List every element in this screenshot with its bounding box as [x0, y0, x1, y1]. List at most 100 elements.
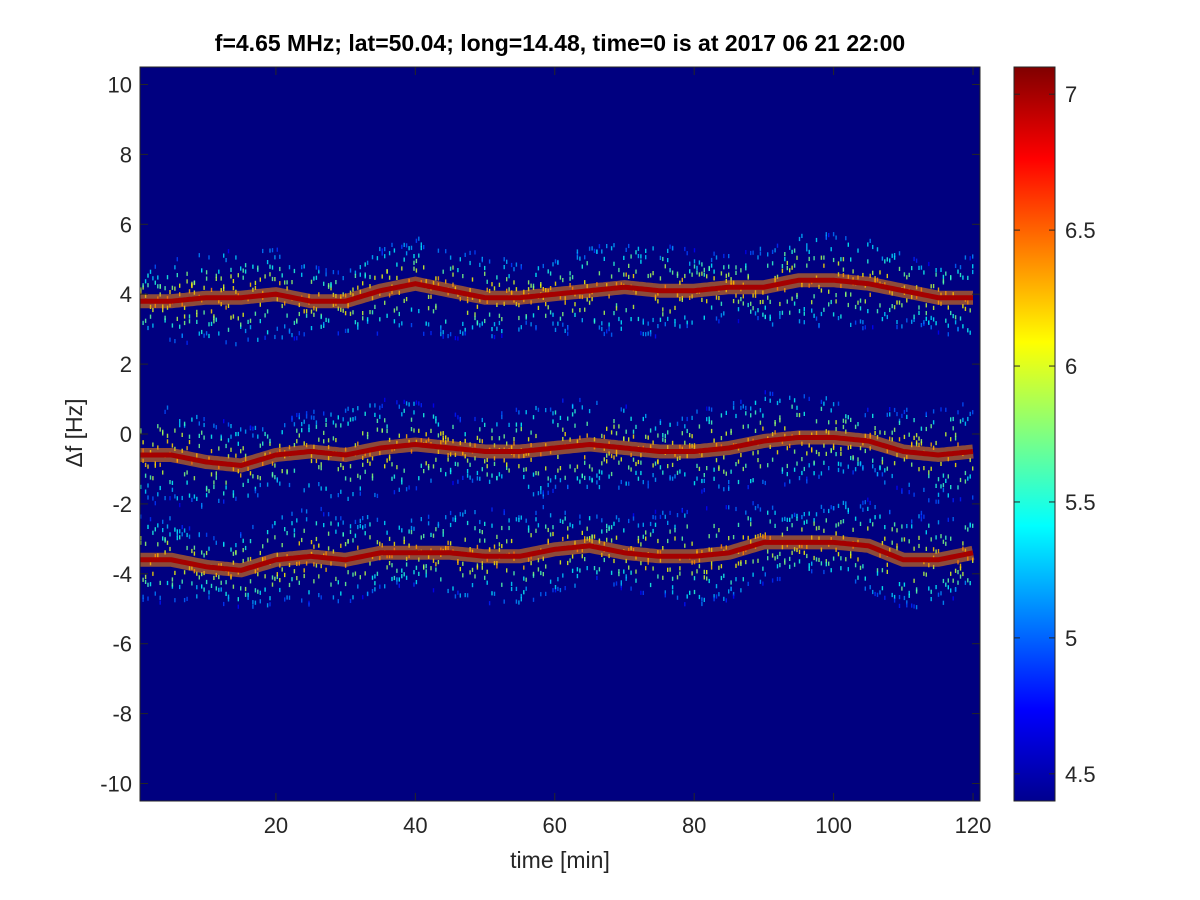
spread-dot	[376, 256, 379, 261]
spread-dot	[520, 427, 522, 432]
spread-dot	[828, 289, 830, 294]
spread-dot	[893, 305, 896, 310]
spread-dot	[557, 423, 559, 428]
spread-dot	[679, 324, 681, 329]
spread-dot	[354, 571, 357, 576]
spread-dot	[464, 593, 466, 598]
spread-dot	[806, 247, 808, 252]
spread-dot	[750, 309, 752, 314]
spread-dot	[872, 244, 874, 250]
spread-dot	[847, 445, 849, 450]
spread-dot	[520, 515, 522, 520]
spread-dot	[881, 456, 884, 462]
spread-dot	[708, 578, 710, 584]
spread-dot	[828, 302, 830, 307]
spread-dot	[752, 501, 754, 506]
spread-dot	[689, 261, 691, 266]
spread-dot	[598, 469, 601, 474]
spread-dot	[669, 567, 671, 572]
spread-dot	[337, 415, 339, 420]
spread-dot	[569, 276, 571, 281]
spread-dot	[930, 424, 932, 429]
spread-dot	[371, 255, 374, 260]
spread-dot	[142, 577, 144, 582]
spread-dot	[162, 308, 164, 313]
spread-dot	[310, 458, 313, 464]
spread-dot	[796, 294, 798, 299]
spread-dot	[889, 258, 891, 263]
spread-dot	[501, 317, 503, 322]
spread-dot	[745, 250, 747, 255]
spread-dot	[513, 441, 515, 446]
spread-dot	[930, 284, 932, 289]
spread-dot	[896, 485, 898, 490]
spread-dot	[515, 428, 518, 433]
spread-dot	[308, 428, 310, 433]
spread-dot	[832, 402, 835, 407]
spread-dot	[142, 283, 144, 288]
spread-dot	[608, 526, 610, 531]
spread-dot	[464, 537, 466, 542]
spread-dot	[496, 534, 498, 539]
spread-dot	[481, 258, 483, 263]
spread-dot	[901, 413, 903, 418]
spread-dot	[791, 265, 793, 270]
spread-dot	[530, 457, 532, 462]
spread-dot	[837, 467, 840, 473]
spread-dot	[496, 326, 498, 331]
spread-dot	[601, 326, 603, 332]
spread-dot	[920, 510, 923, 515]
spread-dot	[803, 311, 805, 316]
spread-dot	[923, 571, 925, 576]
spread-dot	[876, 568, 879, 573]
spread-dot	[586, 536, 588, 541]
spread-dot	[210, 434, 213, 439]
spread-dot	[327, 283, 330, 288]
spread-dot	[671, 245, 674, 250]
spread-dot	[893, 255, 896, 260]
spread-dot	[325, 567, 327, 572]
spread-dot	[767, 463, 769, 468]
spread-dot	[349, 524, 352, 529]
spread-dot	[486, 580, 488, 585]
spread-dot	[698, 260, 701, 265]
spread-dot	[935, 268, 937, 273]
spread-dot	[364, 469, 366, 474]
spread-dot	[491, 428, 493, 433]
spread-dot	[618, 460, 620, 465]
spread-dot	[813, 460, 815, 465]
spread-dot	[789, 268, 791, 273]
spread-dot	[549, 407, 552, 412]
spread-dot	[771, 505, 774, 510]
spread-dot	[647, 560, 649, 565]
spread-dot	[903, 582, 906, 587]
spread-dot	[574, 409, 576, 414]
spread-dot	[947, 305, 949, 310]
spread-dot	[762, 299, 764, 304]
spread-dot	[498, 313, 501, 318]
spread-dot	[266, 603, 269, 608]
spread-dot	[893, 522, 896, 527]
spread-dot	[789, 564, 791, 569]
spread-dot	[669, 476, 671, 481]
spread-dot	[720, 575, 723, 581]
spread-dot	[332, 595, 335, 600]
spread-dot	[315, 307, 318, 312]
spread-dot	[903, 595, 906, 601]
spread-dot	[181, 333, 183, 338]
spread-dot	[532, 492, 535, 497]
spread-dot	[198, 433, 200, 438]
spread-dot	[606, 329, 608, 334]
spread-dot	[140, 484, 142, 489]
spread-dot	[728, 264, 730, 269]
spread-dot	[266, 530, 269, 535]
spread-dot	[264, 574, 266, 579]
spread-dot	[510, 538, 513, 544]
spread-dot	[625, 429, 627, 434]
spread-dot	[752, 293, 754, 298]
spread-dot	[918, 514, 920, 519]
spread-dot	[296, 412, 298, 418]
spread-dot	[618, 572, 620, 577]
spread-dot	[728, 480, 730, 485]
spread-dot	[401, 568, 403, 573]
